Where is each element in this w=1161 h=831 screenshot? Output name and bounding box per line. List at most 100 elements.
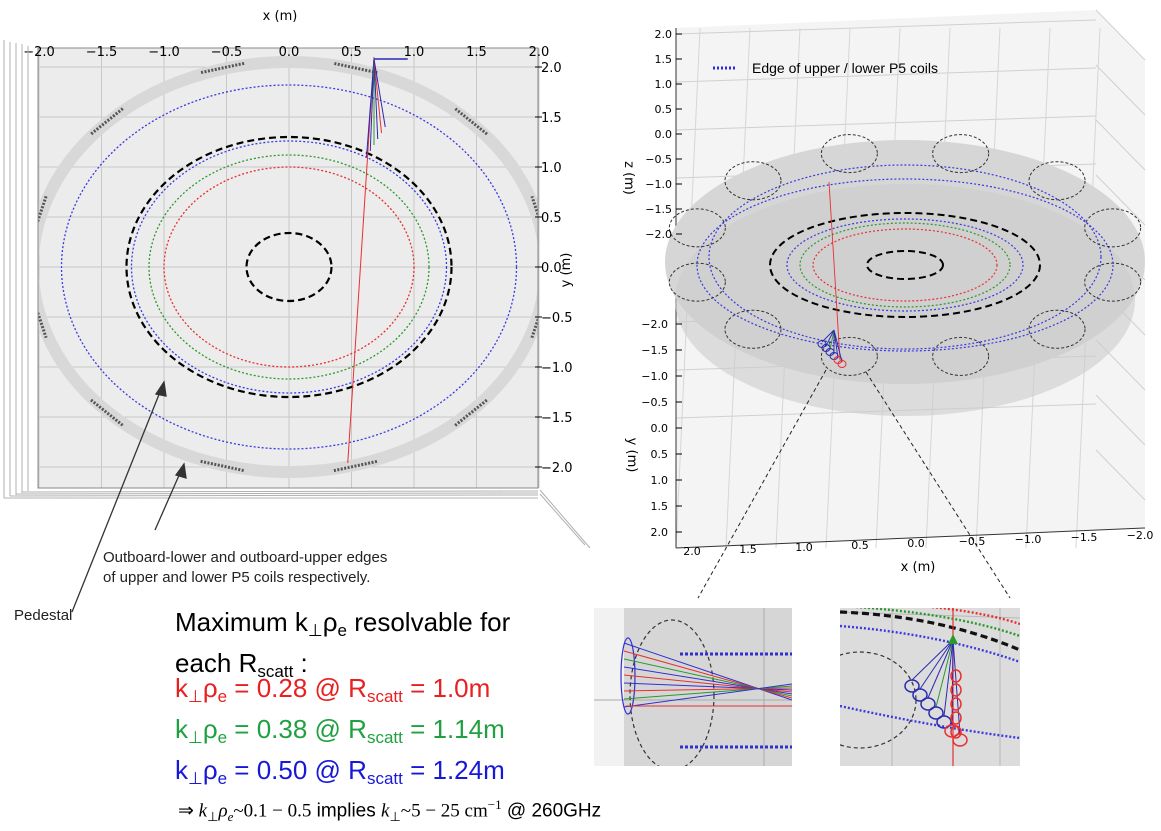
right-fan-spot [837, 360, 847, 368]
left-y-axis-label: y (m) [559, 253, 574, 288]
left-x-tick-label: −2.0 [23, 45, 55, 60]
right-z-tick-label: 0.5 [655, 103, 673, 116]
right-z-tick-label: 1.5 [655, 53, 673, 66]
right-grid-side [1095, 119, 1146, 171]
right-y-tick-label: −0.5 [641, 396, 668, 409]
left-beam [347, 56, 408, 464]
left-fan-ray [369, 58, 375, 152]
left-x-tick-label: 1.5 [466, 45, 487, 60]
left-coil-segment [200, 459, 245, 473]
left-fan-ray [373, 58, 386, 128]
pedestal-band [38, 56, 538, 478]
right-coil-ellipse [1084, 208, 1142, 248]
right-coil-ellipse [1028, 309, 1086, 349]
right-grid-h [675, 115, 1097, 131]
left-x-tick-label: 0.0 [279, 45, 300, 60]
zoom2-spot [928, 706, 944, 720]
zoom2-bg [840, 608, 1020, 766]
right-y-tick-label: 1.5 [651, 500, 669, 513]
right-grid-side [1095, 394, 1146, 446]
right-coil-ellipse [724, 309, 782, 349]
left-ring-pedestal-outer-dashed [245, 231, 333, 303]
right-coil-ellipse [724, 161, 782, 201]
right-coil-ellipse [668, 208, 726, 248]
left-y-ticks: 2.0 1.5 1.0 0.5 0.0 −0.5 −1.0 −1.5 −2.0 [535, 61, 573, 476]
right-ring [866, 250, 944, 280]
right-x-tick-label: −0.5 [959, 535, 986, 548]
zoom2-spot [904, 679, 920, 693]
left-ring-blue-dotted-inner [130, 140, 448, 394]
zoom2-ray [927, 639, 954, 699]
right-y-tick-label: 2.0 [651, 526, 669, 539]
left-perspective-edges [3, 40, 591, 549]
right-coil-ellipse [820, 336, 878, 376]
outboard-annotation-line1: Outboard-lower and outboard-upper edges [103, 549, 388, 566]
right-y-tick-label: 0.0 [651, 422, 669, 435]
right-x-tick-label: −1.0 [1015, 533, 1042, 546]
right-x-tick-label: 0.5 [851, 539, 869, 552]
zoom2-red-spot [950, 683, 962, 697]
left-x-tick-label: 1.0 [404, 45, 425, 60]
right-ring [696, 178, 1114, 352]
annotation-arrows [71, 380, 187, 613]
zoom2-spot [912, 688, 928, 702]
right-z-tick-label: 2.0 [655, 28, 673, 41]
zoom2-ray [952, 639, 961, 735]
right-y-tick-label: −1.0 [641, 370, 668, 383]
left-x-tick-label: −1.0 [148, 45, 180, 60]
right-coil-ellipse [820, 134, 878, 174]
left-ring-green-dotted [148, 154, 430, 380]
zoom2-ray [951, 639, 954, 726]
zoom1-ray [623, 683, 792, 708]
left-fan-ray [373, 58, 382, 134]
left-beam-line [347, 56, 375, 464]
right-ring [812, 228, 998, 302]
left-y-tick-label: 1.0 [541, 161, 562, 176]
pedestal-annotation: Pedestal [14, 607, 73, 624]
left-x-tick-label: 2.0 [529, 45, 550, 60]
right-z-tick-label: −1.5 [645, 203, 672, 216]
left-y-tick-label: 0.0 [541, 261, 562, 276]
right-ring [786, 218, 1024, 312]
zoom2-red-spot [950, 711, 962, 725]
left-rings [38, 56, 538, 478]
right-grid-side [1095, 174, 1146, 226]
zoom2-red-spot [950, 725, 962, 739]
left-y-tick-label: 2.0 [541, 61, 562, 76]
right-fan-ray [825, 329, 835, 347]
left-coil-segment [200, 61, 245, 75]
right-z-tick-label: −0.5 [645, 153, 672, 166]
perspective-plot: 2.0 1.5 1.0 0.5 0.0 −0.5 −1.0 −1.5 −2.0 −2.0 −1.5 −… [621, 9, 1153, 599]
right-vessel-disc-lower [675, 184, 1135, 416]
zoom-inset-top [840, 608, 1020, 766]
right-fan-ray [833, 329, 839, 359]
right-y-tick-label: 0.5 [651, 448, 669, 461]
left-y-tick-label: 0.5 [541, 211, 562, 226]
right-fan-ray [829, 329, 835, 351]
zoom2-red-spot [950, 697, 962, 711]
right-grid-side [1095, 64, 1146, 116]
zoom2-ray [911, 639, 954, 681]
legend-label: Edge of upper / lower P5 coils [752, 60, 938, 76]
right-z-tick-label: −2.0 [645, 228, 672, 241]
resolvable-heading: Maximum k⊥ρe resolvable for each Rscatt … [175, 607, 511, 681]
right-z-tick-label: −1.0 [645, 178, 672, 191]
zoom-leader-left [697, 369, 827, 599]
zoom2-spot [936, 715, 952, 729]
left-x-ticks: −2.0 −1.5 −1.0 −0.5 0.0 0.5 1.0 1.5 2.0 [23, 45, 549, 60]
left-y-tick-label: 1.5 [541, 111, 562, 126]
right-grid-side [1095, 449, 1146, 501]
right-y-tick-label: −1.5 [641, 344, 668, 357]
right-x-tick-label: 0.0 [907, 537, 925, 550]
formula-line: ⇒ k⊥ρe~0.1 − 0.5 implies k⊥~5 − 25 cm−1 … [178, 797, 602, 825]
right-rings [696, 164, 1114, 352]
resolvable-row: k⊥ρe = 0.28 @ Rscatt = 1.0m [175, 673, 491, 706]
zoom2-ray [943, 639, 954, 717]
left-coil-segment [38, 195, 48, 226]
right-x-tick-label: 1.5 [739, 543, 757, 556]
right-ring [799, 222, 1011, 308]
right-beam [817, 181, 847, 368]
left-y-tick-label: −0.5 [541, 311, 573, 326]
left-ring-lcfs-dashed [125, 135, 453, 399]
